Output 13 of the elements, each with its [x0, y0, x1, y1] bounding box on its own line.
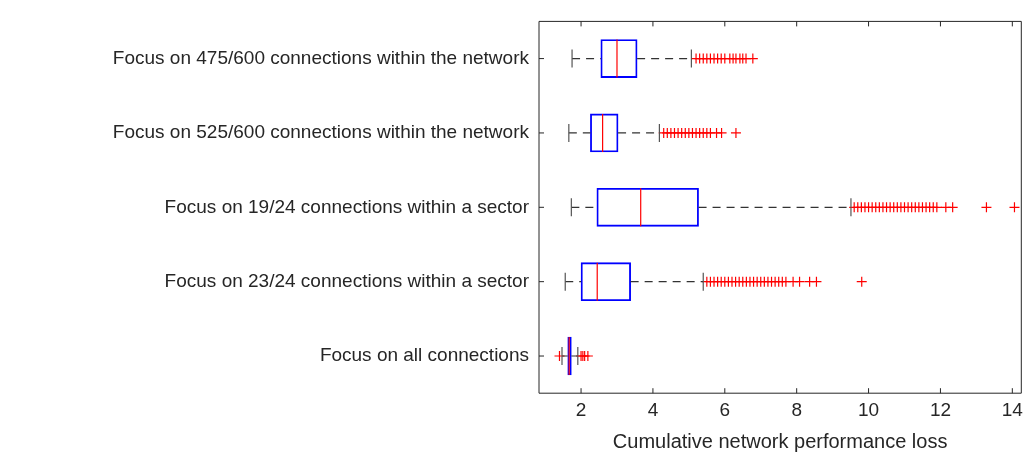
x-axis-title: Cumulative network performance loss — [612, 429, 948, 452]
x-tick-label: 10 — [857, 398, 880, 420]
x-tick-label: 8 — [791, 398, 802, 420]
x-tick-label: 12 — [929, 398, 952, 420]
y-tick-label: Focus on 525/600 connections within the network — [112, 121, 530, 143]
y-tick-label: Focus on 475/600 connections within the network — [112, 46, 530, 68]
y-tick-label: Focus on 23/24 connections within a sector — [164, 269, 530, 291]
x-tick-label: 4 — [647, 398, 659, 420]
x-tick-label: 2 — [575, 398, 587, 420]
x-tick-label: 6 — [719, 398, 731, 420]
y-tick-label: Focus on 19/24 connections within a sector — [164, 195, 530, 217]
x-tick-label: 14 — [1001, 398, 1024, 420]
y-tick-label: Focus on all connections — [319, 344, 529, 366]
